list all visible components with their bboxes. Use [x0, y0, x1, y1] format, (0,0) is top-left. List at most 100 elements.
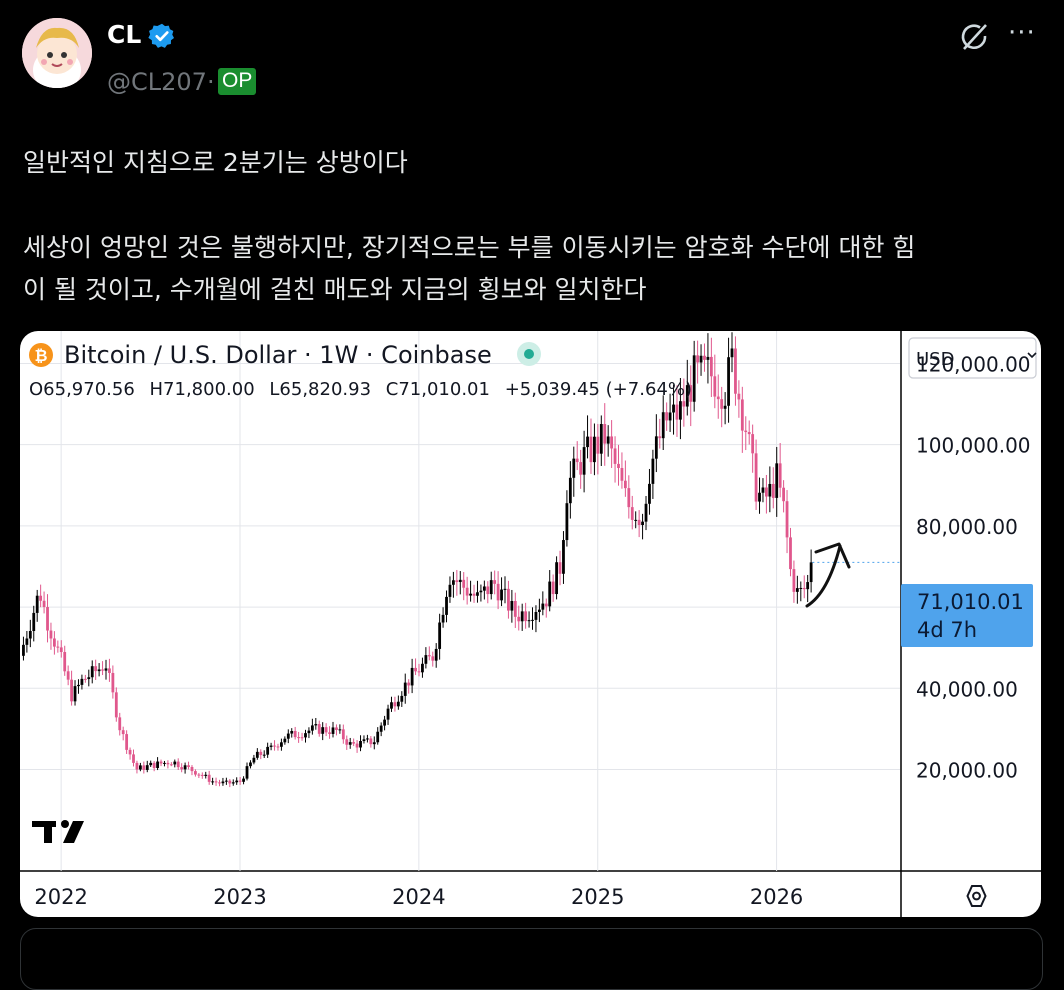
candle-body — [782, 487, 786, 502]
time-tick-label: 2022 — [34, 885, 87, 909]
candle-body — [238, 780, 242, 782]
grok-icon[interactable] — [958, 20, 992, 54]
display-name[interactable]: CL — [107, 20, 142, 49]
candle-body — [568, 477, 572, 504]
candle-body — [417, 671, 421, 673]
time-tick-label: 2025 — [571, 885, 624, 909]
candle-body — [149, 762, 153, 766]
candle-body — [138, 765, 142, 770]
candle-body — [599, 424, 603, 454]
candle-body — [56, 646, 60, 648]
chart-title[interactable]: Bitcoin / U.S. Dollar · 1W · Coinbase — [64, 341, 492, 369]
candle-body — [789, 537, 792, 570]
candle-body — [280, 742, 283, 747]
candle-body — [300, 737, 304, 739]
candle-body — [345, 739, 349, 745]
handle[interactable]: @CL207· — [107, 68, 215, 96]
candle-body — [49, 630, 53, 639]
candle-body — [252, 757, 256, 763]
candle-body — [531, 619, 534, 621]
next-post-preview[interactable] — [20, 928, 1043, 990]
candle-body — [438, 622, 442, 649]
market-status-dot[interactable] — [524, 349, 534, 359]
time-axis-labels[interactable]: 2022 2023 2024 2025 2026 — [34, 885, 803, 909]
candle-body — [441, 614, 445, 623]
candle-body — [754, 453, 758, 502]
chevron-down-icon — [1027, 352, 1037, 359]
candle-body — [534, 612, 538, 620]
candle-body — [372, 742, 376, 745]
candle-body — [383, 719, 387, 726]
ohlc-high: H71,800.00 — [150, 379, 255, 400]
chart-image[interactable]: ₿ Bitcoin / U.S. Dollar · 1W · Coinbase … — [20, 331, 1041, 917]
candle-body — [221, 781, 225, 784]
candle-body — [176, 761, 180, 768]
time-tick-label: 2026 — [750, 885, 803, 909]
candle-body — [768, 483, 772, 497]
candle-body — [675, 404, 679, 420]
candle-body — [537, 609, 541, 613]
current-price: 71,010.01 — [917, 590, 1024, 614]
candle-body — [180, 767, 184, 770]
candle-body — [665, 412, 669, 421]
candle-body — [121, 730, 125, 735]
candle-body — [603, 424, 607, 444]
candle-body — [87, 677, 91, 680]
candle-body — [197, 774, 201, 776]
ohlc-open: O65,970.56 — [29, 379, 135, 400]
candle-body — [562, 540, 565, 574]
price-tick-label: 100,000.00 — [916, 434, 1031, 458]
candle-body — [90, 666, 94, 678]
candle-body — [104, 668, 108, 671]
candle-body — [709, 356, 713, 377]
candle-body — [634, 519, 638, 521]
candle-body — [510, 600, 514, 611]
price-axis-labels[interactable]: 20,000.0040,000.0060,000.0080,000.00100,… — [916, 352, 1031, 782]
candle-body — [183, 765, 187, 770]
candle-body — [376, 731, 380, 743]
candle-body — [448, 584, 452, 597]
candle-body — [39, 595, 43, 601]
candle-body — [214, 781, 218, 783]
candle-body — [802, 587, 806, 590]
candle-body — [792, 569, 796, 592]
candle-body — [737, 393, 741, 400]
post-text-line-3: 이 될 것이고, 수개월에 걸친 매도와 지금의 횡보와 일치한다 — [23, 275, 647, 304]
tradingview-logo-icon[interactable] — [32, 820, 84, 843]
candle-body — [42, 600, 46, 608]
candle-body — [187, 765, 190, 767]
post-text-line-2: 세상이 엉망인 것은 불행하지만, 장기적으로는 부를 이동시키는 암호화 수단… — [23, 233, 916, 262]
candle-body — [70, 679, 73, 702]
candle-body — [314, 724, 318, 726]
time-tick-label: 2023 — [213, 885, 266, 909]
candle-body — [28, 631, 32, 639]
candle-body — [565, 503, 569, 541]
candle-body — [66, 671, 70, 680]
candle-body — [720, 399, 724, 409]
candle-body — [328, 732, 331, 734]
candle-body — [658, 436, 662, 439]
candle-body — [169, 764, 173, 766]
candle-body — [97, 669, 101, 672]
avatar[interactable] — [22, 18, 92, 88]
candle-body — [747, 432, 751, 435]
candle-body — [496, 583, 500, 601]
settings-hexagon-icon[interactable] — [966, 885, 987, 907]
candle-body — [77, 684, 80, 687]
candle-body — [321, 727, 325, 734]
candle-body — [606, 436, 610, 444]
candle-body — [118, 717, 122, 731]
currency-dropdown[interactable]: USD — [908, 337, 1037, 379]
candle-body — [765, 487, 768, 497]
candle-body — [610, 436, 614, 449]
candle-body — [424, 655, 428, 664]
candle-body — [507, 588, 510, 611]
candle-body — [310, 725, 314, 731]
candle-body — [324, 727, 328, 733]
candle-body — [644, 503, 648, 522]
more-options-icon[interactable]: ··· — [1008, 18, 1036, 48]
candle-body — [362, 739, 366, 742]
candle-body — [290, 730, 294, 734]
candle-body — [200, 774, 204, 776]
candle-body — [163, 762, 166, 764]
